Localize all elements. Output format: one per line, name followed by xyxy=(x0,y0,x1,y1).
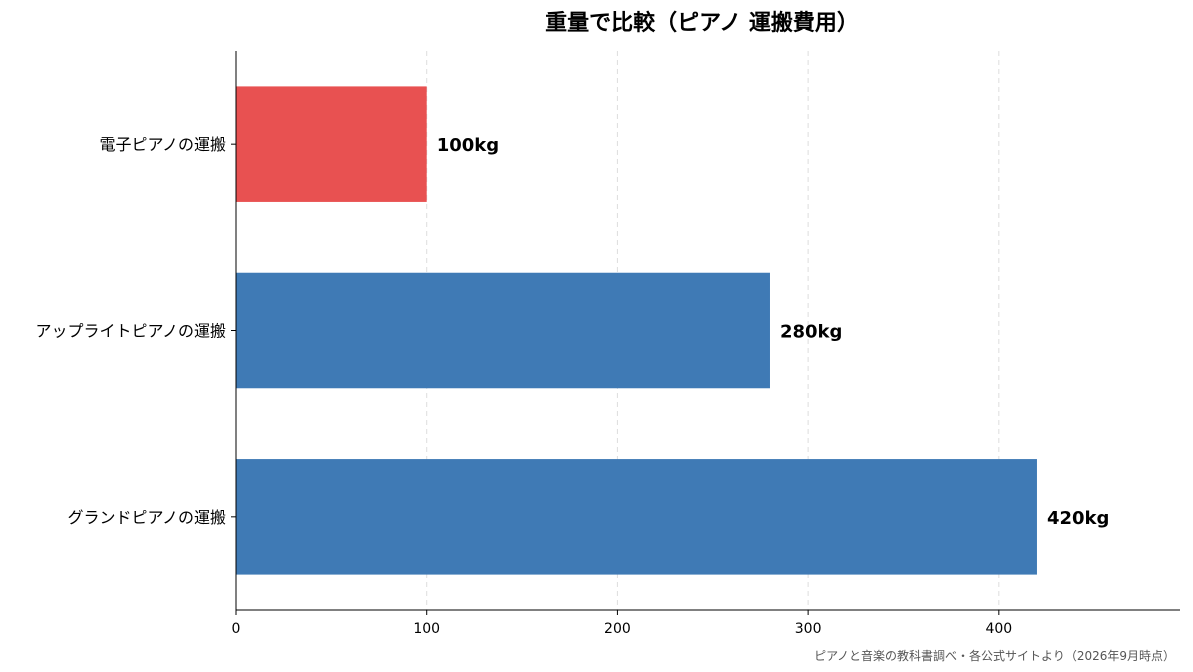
axis-layer xyxy=(231,51,1180,615)
category-label: アップライトピアノの運搬 xyxy=(35,322,226,341)
bar xyxy=(236,459,1037,575)
chart-title: 重量で比較（ピアノ 運搬費用） xyxy=(545,10,859,36)
x-tick-label: 400 xyxy=(985,621,1012,637)
x-tick-label: 0 xyxy=(232,621,241,637)
x-tick-label: 200 xyxy=(604,621,631,637)
bar-layer xyxy=(236,86,1037,575)
bar xyxy=(236,272,770,389)
x-tick-label: 300 xyxy=(795,621,822,637)
category-label: 電子ピアノの運搬 xyxy=(99,135,226,154)
label-layer: 0 100 200 300 400 100kg 電子ピアノの運搬 280kg アップライトピアノ… xyxy=(35,135,1109,637)
bar xyxy=(236,86,427,202)
category-label: グランドピアノの運搬 xyxy=(67,508,226,527)
data-label: 100kg xyxy=(437,135,499,156)
data-label: 280kg xyxy=(780,322,842,343)
data-label: 420kg xyxy=(1047,508,1109,529)
source-note: ピアノと音楽の教科書調べ・各公式サイトより（2026年9月時点） xyxy=(814,648,1175,663)
x-tick-label: 100 xyxy=(413,621,440,637)
